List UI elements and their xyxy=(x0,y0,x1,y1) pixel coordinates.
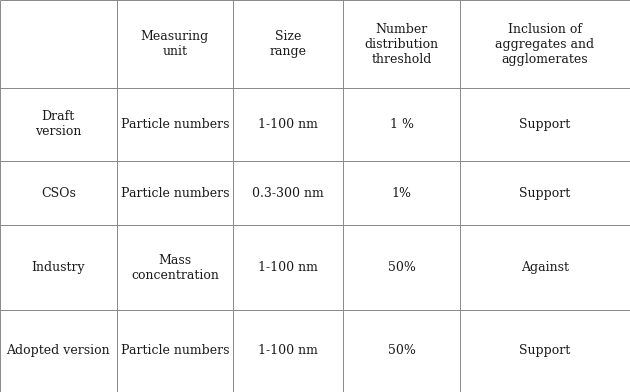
Text: 0.3-300 nm: 0.3-300 nm xyxy=(253,187,324,200)
Text: Adopted version: Adopted version xyxy=(6,344,110,358)
Text: 50%: 50% xyxy=(387,344,416,358)
Text: 1-100 nm: 1-100 nm xyxy=(258,118,318,131)
Text: 1 %: 1 % xyxy=(389,118,414,131)
Text: Support: Support xyxy=(519,187,571,200)
Text: 1-100 nm: 1-100 nm xyxy=(258,261,318,274)
Text: Measuring
unit: Measuring unit xyxy=(140,30,209,58)
Text: 1%: 1% xyxy=(392,187,411,200)
Text: Particle numbers: Particle numbers xyxy=(120,187,229,200)
Text: 1-100 nm: 1-100 nm xyxy=(258,344,318,358)
Text: Inclusion of
aggregates and
agglomerates: Inclusion of aggregates and agglomerates xyxy=(495,23,595,65)
Text: Draft
version: Draft version xyxy=(35,111,81,138)
Text: Number
distribution
threshold: Number distribution threshold xyxy=(365,23,438,65)
Text: Particle numbers: Particle numbers xyxy=(120,344,229,358)
Text: Mass
concentration: Mass concentration xyxy=(131,254,219,281)
Text: 50%: 50% xyxy=(387,261,416,274)
Text: Particle numbers: Particle numbers xyxy=(120,118,229,131)
Text: Support: Support xyxy=(519,344,571,358)
Text: Industry: Industry xyxy=(32,261,85,274)
Text: Size
range: Size range xyxy=(270,30,307,58)
Text: Against: Against xyxy=(521,261,569,274)
Text: CSOs: CSOs xyxy=(41,187,76,200)
Text: Support: Support xyxy=(519,118,571,131)
